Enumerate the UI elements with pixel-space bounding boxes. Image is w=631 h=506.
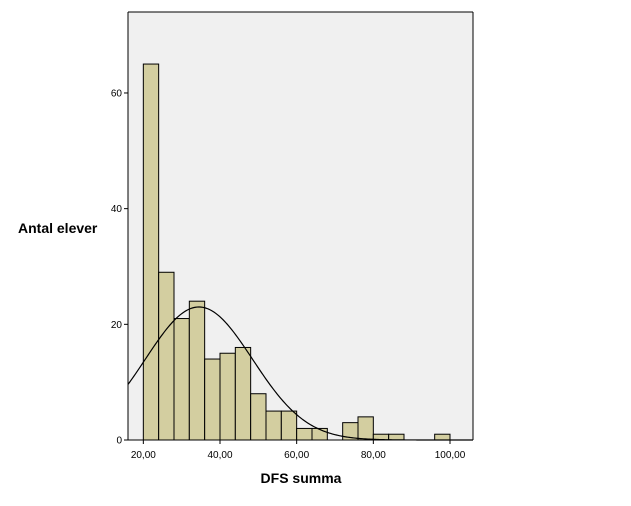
histogram-bar xyxy=(388,433,405,441)
histogram-bar xyxy=(158,271,175,441)
histogram-bar xyxy=(250,393,267,441)
y-axis-title: Antal elever xyxy=(18,220,98,236)
x-tick-label: 60,00 xyxy=(284,450,309,461)
y-tick-label: 40 xyxy=(111,204,123,215)
histogram-bar xyxy=(234,346,252,441)
histogram-bar xyxy=(265,410,282,441)
histogram-bar xyxy=(219,352,236,441)
histogram-bar xyxy=(204,358,221,441)
histogram-bar xyxy=(188,300,206,441)
histogram-bar xyxy=(280,410,298,441)
histogram-bar xyxy=(357,416,374,441)
x-tick-label: 80,00 xyxy=(361,450,386,461)
y-tick-label: 60 xyxy=(111,88,123,99)
histogram-bar xyxy=(173,318,190,441)
y-axis-ticks: 0 20 40 60 xyxy=(111,88,128,447)
x-axis-title: DFS summa xyxy=(261,470,342,486)
x-tick-label: 100,00 xyxy=(435,450,466,461)
histogram-bar xyxy=(296,427,313,441)
y-tick-label: 0 xyxy=(116,436,122,447)
x-axis-ticks: 20,00 40,00 60,00 80,00 100,00 xyxy=(131,440,466,461)
y-tick-label: 20 xyxy=(111,320,123,331)
histogram-bar xyxy=(434,433,451,441)
x-tick-label: 20,00 xyxy=(131,450,156,461)
histogram-bar xyxy=(311,427,328,441)
x-tick-label: 40,00 xyxy=(207,450,232,461)
histogram-bar xyxy=(142,63,160,441)
